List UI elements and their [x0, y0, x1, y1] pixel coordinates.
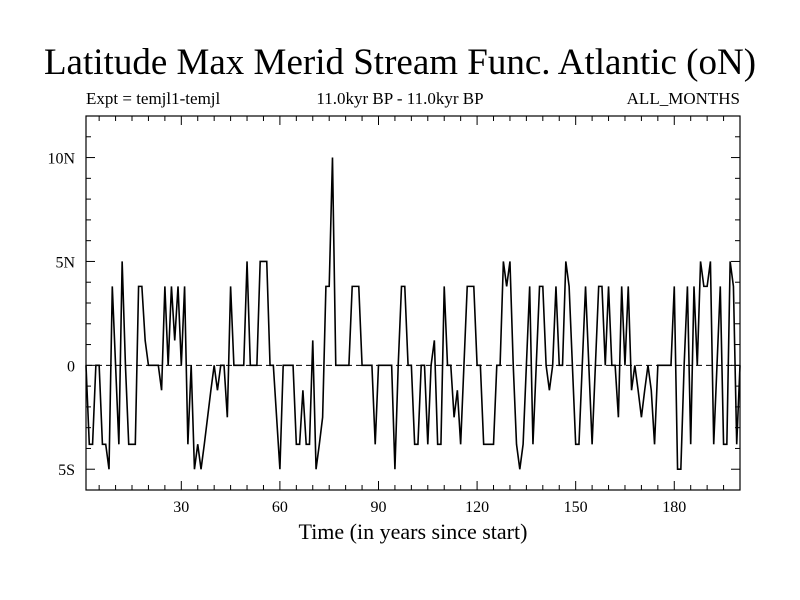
x-tick-label: 60 [272, 499, 288, 516]
y-tick-label: 5S [58, 462, 75, 479]
x-tick-label: 180 [662, 499, 686, 516]
period-label: 11.0kyr BP - 11.0kyr BP [316, 89, 484, 108]
experiment-label: Expt = temjl1-temjl [86, 89, 221, 108]
x-tick-label: 150 [564, 499, 588, 516]
y-tick-label: 10N [47, 151, 75, 168]
y-tick-label: 5N [55, 254, 75, 271]
x-tick-label: 90 [370, 499, 386, 516]
y-tick-label: 0 [67, 358, 75, 375]
x-axis-label: Time (in years since start) [298, 519, 528, 544]
months-label: ALL_MONTHS [626, 89, 740, 108]
chart-title: Latitude Max Merid Stream Func. Atlantic… [43, 42, 757, 83]
tick-labels: 5S 0 5N 10N 30 60 90 120 150 180 [47, 151, 686, 516]
series-line [85, 157, 741, 471]
x-tick-label: 120 [465, 499, 489, 516]
axis-ticks [86, 115, 741, 491]
x-tick-label: 30 [173, 499, 189, 516]
